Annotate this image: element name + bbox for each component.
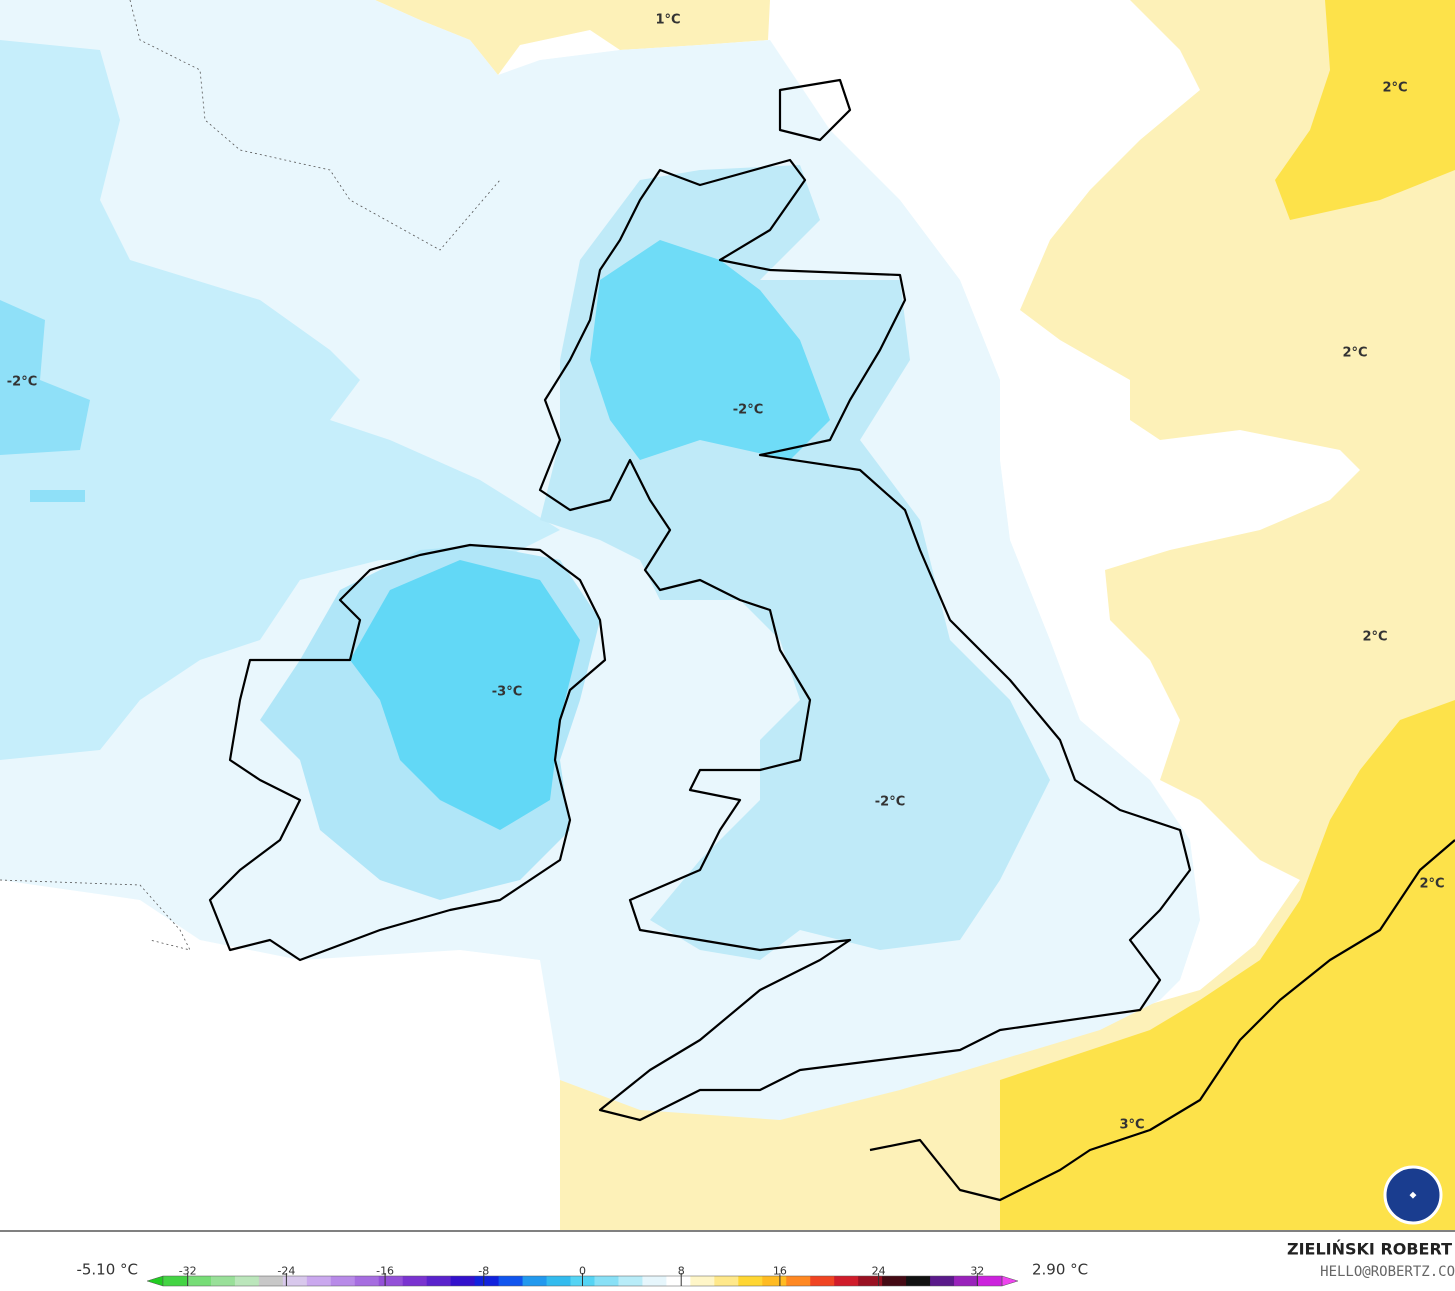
contour-label: -3°C <box>492 685 522 700</box>
colorbar-swatch <box>474 1276 500 1286</box>
colorbar-swatch <box>282 1276 308 1286</box>
contour-label: -2°C <box>7 375 37 390</box>
colorbar-swatch <box>834 1276 859 1286</box>
colder-zone <box>0 40 560 760</box>
colorbar-swatch <box>810 1276 835 1286</box>
colorbar-swatch <box>858 1276 883 1286</box>
contour-label: 1°C <box>655 13 680 28</box>
colorbar-swatch <box>762 1276 787 1286</box>
colorbar-tick-label: 24 <box>872 1265 886 1278</box>
colorbar-swatch <box>666 1276 691 1286</box>
contour-label: -2°C <box>875 795 905 810</box>
warmer-zone <box>1000 700 1455 1230</box>
colorbar-swatch <box>234 1276 260 1286</box>
colorbar-swatch <box>210 1276 236 1286</box>
contour-label: -2°C <box>733 403 763 418</box>
colorbar-tick-label: -24 <box>277 1265 295 1278</box>
noaa-logo-mark: ◆ <box>1410 1191 1417 1201</box>
colorbar-tick-label: -8 <box>478 1265 489 1278</box>
colorbar-swatch <box>402 1276 428 1286</box>
colorbar-swatch <box>714 1276 739 1286</box>
contour-label: 2°C <box>1419 877 1444 892</box>
colorbar-swatch <box>594 1276 619 1286</box>
colorbar-max-label: 2.90 °C <box>1032 1261 1088 1279</box>
warmer-zone <box>1275 0 1455 220</box>
colorbar-swatch <box>786 1276 811 1286</box>
colorbar-swatch <box>882 1276 907 1286</box>
colorbar-swatch <box>522 1276 548 1286</box>
contour-label: 2°C <box>1382 81 1407 96</box>
colorbar-swatch <box>738 1276 763 1286</box>
cold-core <box>30 490 85 502</box>
colorbar-swatch <box>978 1276 1003 1286</box>
colorbar-tick-label: 32 <box>970 1265 984 1278</box>
colorbar-swatch <box>354 1276 380 1286</box>
contour-label: 2°C <box>1342 346 1367 361</box>
contour-label: 2°C <box>1362 630 1387 645</box>
cold-core <box>0 300 90 455</box>
colorbar-min-label: -5.10 °C <box>76 1261 138 1279</box>
colorbar-swatch <box>498 1276 524 1286</box>
colorbar-swatch <box>330 1276 356 1286</box>
colorbar-swatch <box>426 1276 452 1286</box>
credit-email: HELLO@ROBERTZ.CO <box>1320 1264 1455 1280</box>
colorbar-swatch <box>546 1276 572 1286</box>
noaa-logo <box>1383 1165 1443 1225</box>
colorbar-swatch <box>450 1276 476 1286</box>
colorbar-swatch <box>618 1276 643 1286</box>
warm-zone <box>375 0 770 75</box>
colorbar-swatch <box>642 1276 667 1286</box>
colorbar-swatch <box>690 1276 715 1286</box>
colorbar-swatch <box>378 1276 404 1286</box>
colorbar-tick-label: -32 <box>179 1265 197 1278</box>
colorbar-swatch <box>930 1276 955 1286</box>
colorbar-swatch <box>186 1276 212 1286</box>
warm-zone <box>560 0 1455 1230</box>
colorbar-swatch <box>306 1276 332 1286</box>
cold-core <box>350 560 580 830</box>
colorbar-swatch <box>258 1276 284 1286</box>
contour-label: 3°C <box>1119 1118 1144 1133</box>
credit-author: ZIELIŃSKI ROBERT <box>1287 1240 1452 1259</box>
colorbar-tick-label: 8 <box>678 1265 685 1278</box>
colorbar-swatch <box>954 1276 979 1286</box>
colorbar-tick-label: 16 <box>773 1265 787 1278</box>
cold-core <box>590 240 830 460</box>
colorbar-swatch <box>906 1276 931 1286</box>
colorbar-tick-label: 0 <box>579 1265 586 1278</box>
colorbar-swatch <box>163 1276 188 1286</box>
colorbar-tick-label: -16 <box>376 1265 394 1278</box>
